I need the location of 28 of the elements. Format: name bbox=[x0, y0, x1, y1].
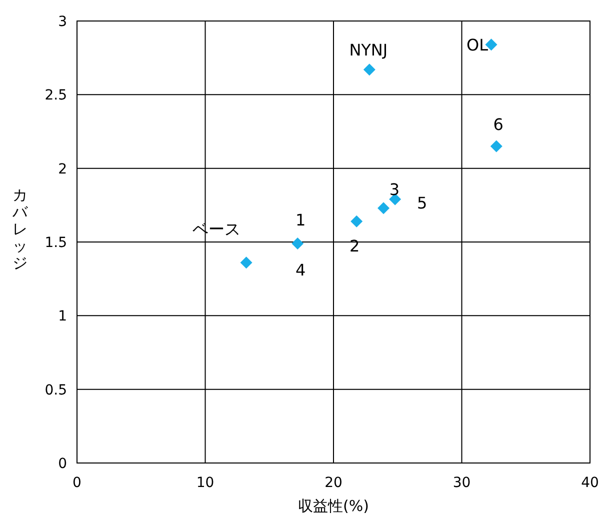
annotation: OL bbox=[466, 36, 488, 55]
annotation: 2 bbox=[349, 236, 360, 256]
point bbox=[490, 140, 502, 152]
point bbox=[292, 237, 304, 250]
annotation: NYNJ bbox=[349, 40, 388, 60]
x-tick-label: 0 bbox=[72, 475, 82, 491]
y-tick-label: 1 bbox=[58, 308, 67, 325]
x-axis-title: 収益性(%) bbox=[298, 497, 369, 515]
y-tick-label: 2.5 bbox=[44, 88, 67, 104]
y-tick-label: 2 bbox=[58, 161, 67, 178]
x-tick-label: 10 bbox=[196, 475, 214, 491]
x-tick-label: 40 bbox=[581, 475, 599, 491]
y-axis-title: カバレッジ bbox=[12, 186, 28, 272]
annotation: 3 bbox=[389, 180, 400, 200]
point bbox=[350, 215, 363, 228]
annotation: 4 bbox=[295, 260, 306, 280]
x-tick-label: 30 bbox=[452, 475, 471, 491]
point bbox=[240, 256, 252, 269]
point bbox=[363, 64, 376, 76]
x-tick-label: 20 bbox=[324, 475, 342, 491]
annotation: 1 bbox=[295, 210, 306, 230]
y-tick-label: 1.5 bbox=[44, 235, 67, 251]
annotation: 5 bbox=[416, 193, 428, 212]
y-tick-label: 0 bbox=[58, 456, 67, 472]
annotation: 6 bbox=[493, 115, 504, 134]
y-tick-label: 0.5 bbox=[44, 382, 67, 398]
y-tick-label: 3 bbox=[58, 14, 67, 30]
point bbox=[378, 202, 390, 214]
